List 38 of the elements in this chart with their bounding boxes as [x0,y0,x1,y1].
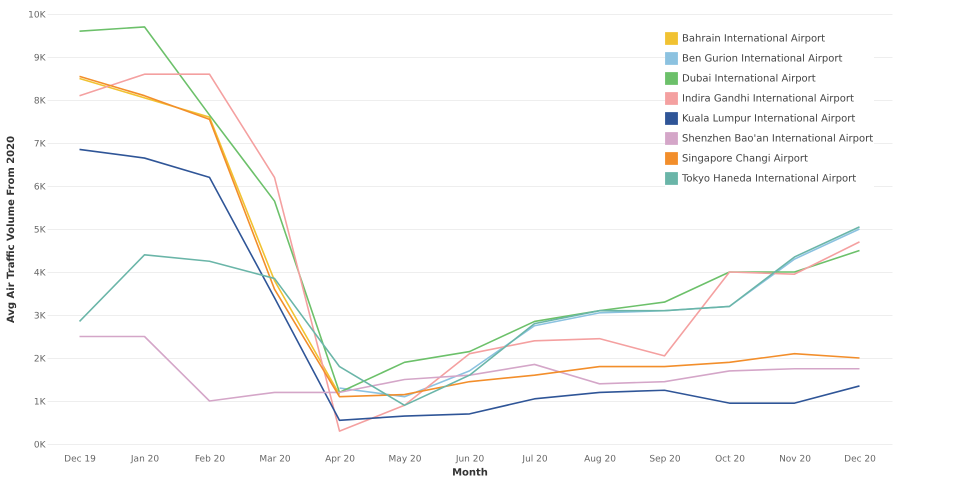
y-tick-label: 0K [34,440,47,450]
line-series [78,78,340,396]
y-tick-label: 4K [34,268,47,278]
x-tick-label: Jan 20 [130,454,160,464]
y-tick-label: 5K [34,226,47,236]
x-tick-label: Mar 20 [259,454,291,464]
x-tick-label: Nov 20 [779,454,812,464]
x-tick-label: Apr 20 [325,454,356,464]
y-tick-label: 10K [28,10,47,20]
x-tick-label: Jun 20 [454,454,484,464]
x-tick-label: Oct 20 [715,454,746,464]
x-tick-label: Dec 20 [844,454,876,464]
line-series [78,148,860,422]
y-tick-label: 8K [34,96,47,106]
line-series [78,336,860,402]
legend-label: Ben Gurion International Airport [682,54,842,64]
legend-label: Shenzhen Bao'an International Airport [682,134,874,144]
y-tick-label: 9K [34,54,47,64]
x-tick-label: Aug 20 [584,454,616,464]
legend-label: Indira Gandhi International Airport [682,94,854,104]
line-series [78,226,860,406]
y-tick-label: 6K [34,182,47,192]
x-tick-label: Jul 20 [521,454,548,464]
x-tick-label: Dec 19 [64,454,96,464]
x-axis-title: Month [452,468,488,478]
x-tick-label: May 20 [388,454,422,464]
legend-label: Dubai International Airport [682,74,816,84]
x-tick-label: Sep 20 [649,454,681,464]
y-axis-title: Avg Air Traffic Volume From 2020 [6,136,18,324]
x-tick-label: Feb 20 [194,454,226,464]
y-tick-label: 7K [34,140,47,150]
y-tick-label: 1K [34,398,47,408]
legend-label: Kuala Lumpur International Airport [682,114,856,124]
legend-label: Tokyo Haneda International Airport [681,174,856,184]
y-tick-label: 2K [34,354,47,364]
legend-label: Bahrain International Airport [682,34,826,44]
legend-label: Singapore Changi Airport [682,154,808,164]
y-tick-label: 3K [34,312,47,322]
